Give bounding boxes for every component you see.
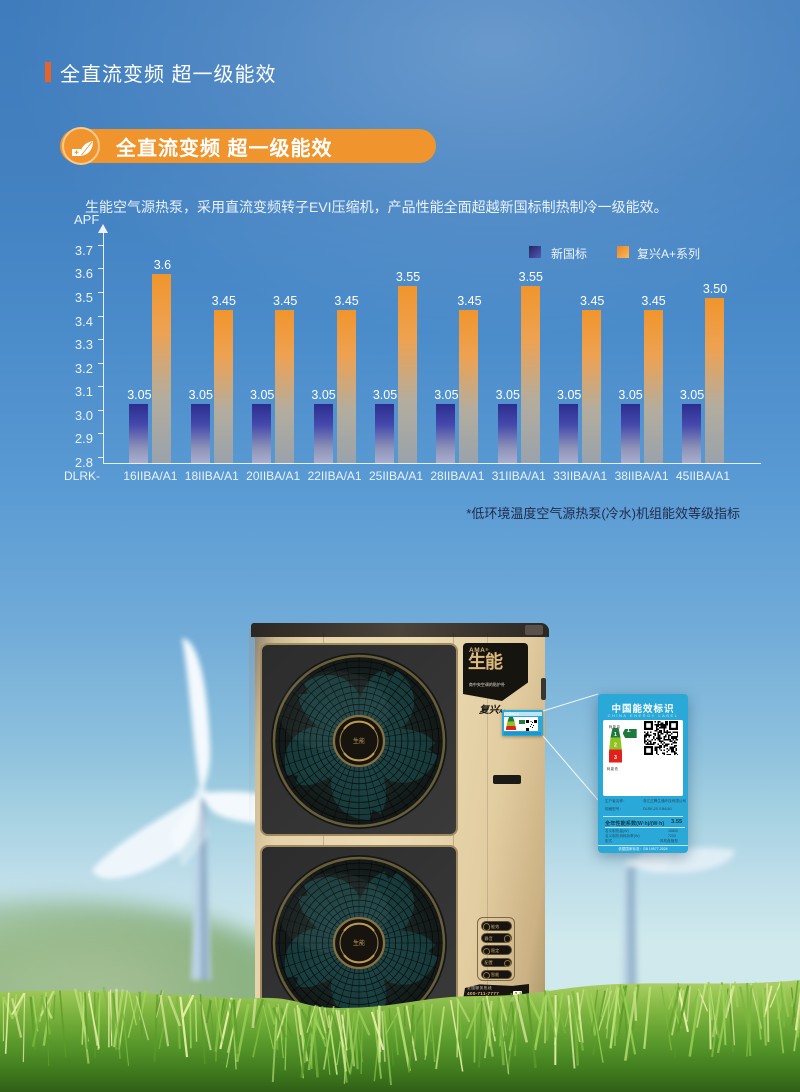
svg-text:1: 1: [614, 732, 617, 738]
svg-text:3: 3: [614, 755, 617, 761]
svg-text:2: 2: [614, 742, 617, 748]
